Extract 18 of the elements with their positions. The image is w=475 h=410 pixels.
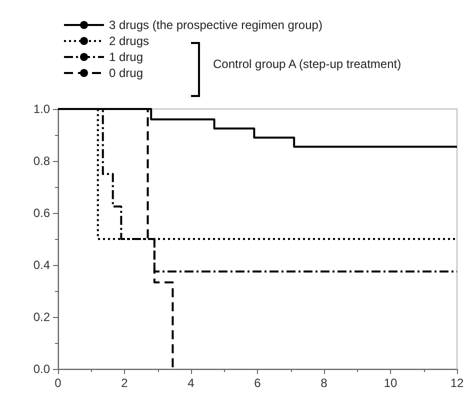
- y-tick-label: 0.6: [33, 206, 50, 220]
- x-tick-label: 6: [254, 376, 262, 390]
- x-tick-label: 12: [450, 376, 464, 390]
- y-tick-label: 0.4: [33, 258, 50, 272]
- y-tick-label: 0.8: [33, 154, 50, 168]
- text: Control group A (step-up treatment): [213, 57, 402, 71]
- x-tick-label: 4: [188, 376, 195, 390]
- x-tick-label: 10: [384, 376, 398, 390]
- legend-label: 0 drug: [109, 66, 144, 80]
- y-tick-label: 1.0: [33, 102, 50, 116]
- legend-label: 3 drugs (the prospective regimen group): [109, 18, 322, 32]
- legend-label: 2 drugs: [109, 34, 150, 48]
- y-tick-label: 0.0: [33, 362, 50, 376]
- y-tick-label: 0.2: [33, 310, 50, 324]
- legend-label: 1 drug: [109, 50, 144, 64]
- x-tick-label: 8: [320, 376, 328, 390]
- x-tick-label: 2: [121, 376, 128, 390]
- x-tick-label: 0: [54, 376, 62, 390]
